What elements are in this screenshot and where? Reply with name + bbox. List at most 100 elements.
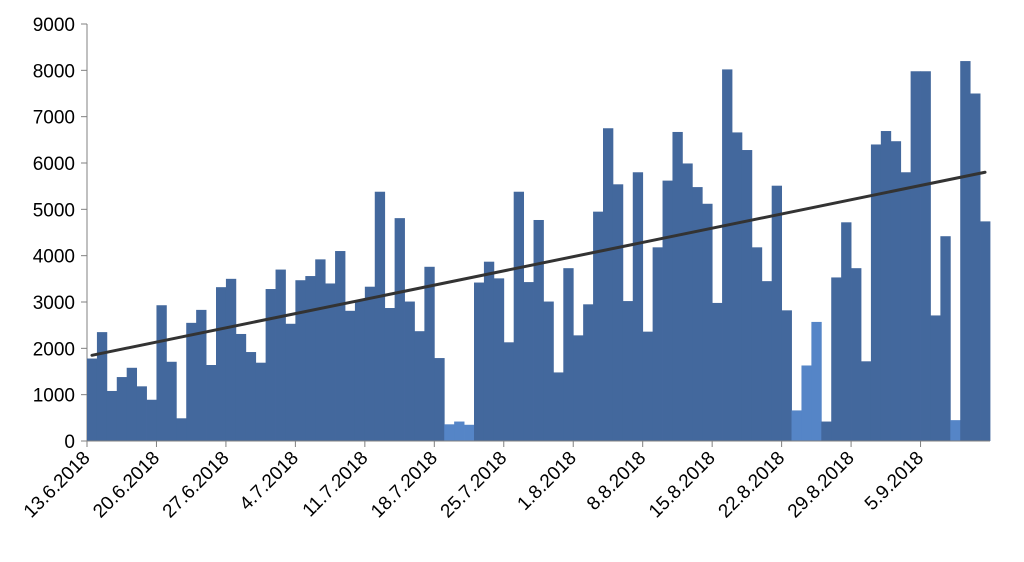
bar [474, 282, 485, 441]
y-tick-label: 9000 [33, 15, 75, 36]
y-tick-label: 7000 [33, 108, 75, 129]
bar [642, 331, 654, 441]
bar [275, 269, 286, 441]
bar [980, 221, 991, 441]
bar [136, 386, 147, 441]
bar [632, 172, 644, 441]
bar [672, 131, 683, 441]
x-tick-label: 5.9.2018 [861, 448, 928, 515]
bar [335, 251, 346, 441]
bar [166, 361, 177, 441]
bar [851, 268, 862, 441]
bar [950, 420, 961, 441]
bar [702, 203, 713, 441]
bar [553, 372, 564, 441]
x-tick-label: 15.8.2018 [645, 448, 720, 523]
trendline-line [90, 170, 987, 357]
y-tick-label: 8000 [33, 61, 75, 82]
bar [394, 218, 405, 441]
trendline [90, 170, 987, 357]
bar [870, 144, 882, 441]
bar [861, 361, 872, 441]
bar [543, 301, 554, 441]
bar [880, 131, 892, 441]
bar [583, 304, 594, 441]
bar [156, 305, 167, 441]
bar [225, 278, 237, 441]
bar [662, 180, 673, 442]
bar [325, 283, 336, 441]
bar [563, 268, 574, 441]
bar [126, 367, 138, 441]
x-tick-label: 4.7.2018 [236, 448, 303, 515]
bar [434, 358, 445, 441]
bar [940, 236, 951, 441]
bar [603, 128, 614, 441]
bar [454, 421, 465, 441]
bar [920, 71, 931, 441]
bar [741, 150, 753, 441]
y-axis: 0 1000 2000 3000 4000 5000 6000 7000 8000 9000 [33, 15, 88, 453]
bar [216, 287, 227, 441]
y-tick-label: 6000 [33, 154, 75, 175]
bar [841, 222, 852, 441]
x-tick-label: 27.6.2018 [159, 448, 234, 523]
bar [612, 184, 624, 441]
x-tick-label: 11.7.2018 [299, 448, 373, 522]
bar [821, 421, 832, 441]
bar [176, 418, 187, 441]
y-tick-label: 2000 [33, 339, 75, 360]
bar [791, 410, 802, 441]
bar [712, 302, 723, 441]
bar [801, 365, 812, 441]
bar [444, 424, 455, 441]
bar [493, 278, 505, 441]
bar [364, 286, 376, 441]
y-tick-label: 1000 [33, 386, 75, 407]
bar [116, 377, 128, 441]
bar [593, 211, 604, 441]
bar [483, 261, 495, 441]
bar [831, 277, 842, 441]
x-tick-label: 18.7.2018 [367, 448, 442, 523]
bar [682, 163, 693, 441]
bar [245, 352, 257, 441]
bars [87, 61, 991, 442]
bar [930, 315, 941, 441]
bar [970, 93, 981, 441]
bar [96, 332, 108, 441]
bar [900, 172, 912, 441]
bar [771, 185, 783, 441]
bar [890, 141, 902, 441]
bar [722, 69, 733, 441]
bar [295, 280, 306, 441]
x-tick-label: 20.6.2018 [89, 448, 164, 523]
bar [622, 301, 634, 441]
bar [503, 342, 515, 441]
bar [146, 399, 157, 441]
bar [374, 191, 386, 441]
y-tick-label: 3000 [33, 293, 75, 314]
bar [573, 335, 584, 441]
y-tick-label: 5000 [33, 200, 75, 221]
bar [285, 323, 296, 441]
bar [781, 310, 792, 441]
bar [235, 333, 247, 441]
bar [404, 301, 415, 441]
bar [811, 321, 822, 441]
bar [751, 247, 763, 441]
bar [464, 424, 475, 441]
x-tick-label: 1.8.2018 [514, 448, 581, 515]
bar [414, 331, 425, 441]
bar [265, 289, 276, 441]
bar [732, 132, 743, 442]
y-tick-label: 0 [64, 432, 75, 453]
bar [533, 219, 544, 441]
bar [354, 300, 366, 441]
bar [255, 362, 267, 441]
bar [87, 358, 98, 441]
bar [384, 308, 396, 441]
bar [345, 310, 356, 441]
